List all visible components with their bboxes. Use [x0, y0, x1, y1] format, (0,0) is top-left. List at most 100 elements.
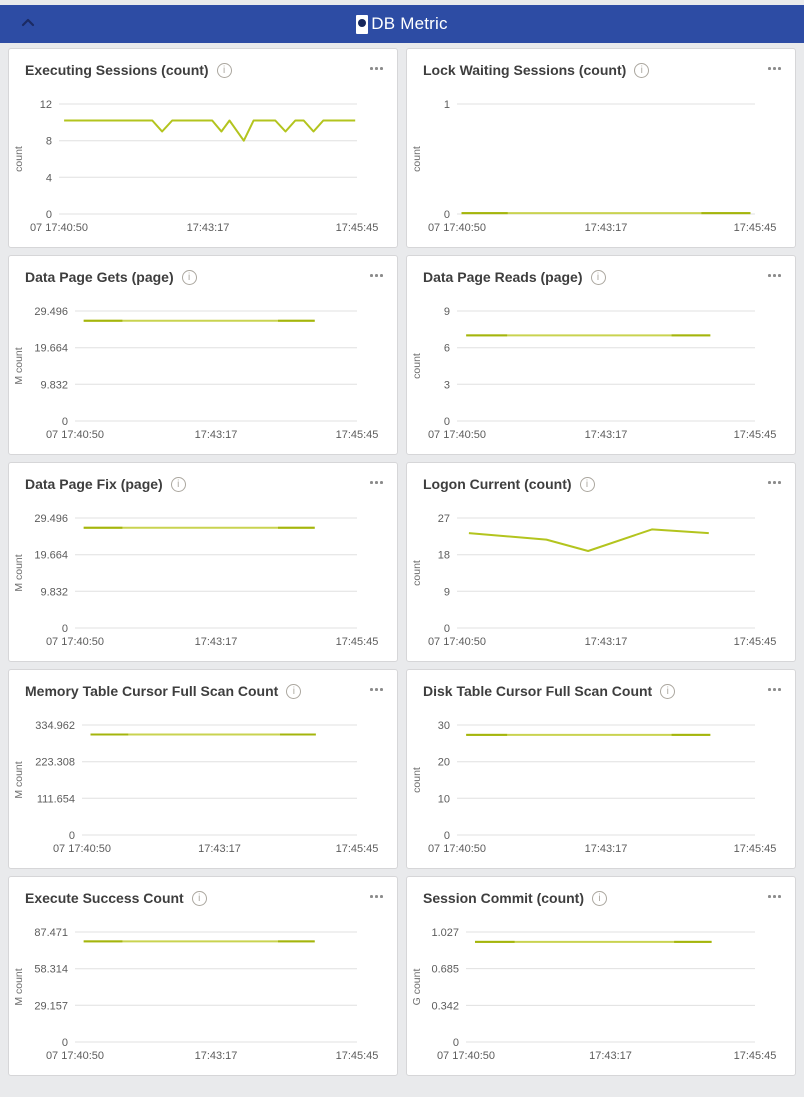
y-tick-label: 12: [40, 99, 52, 111]
y-axis-unit-label: count: [411, 767, 423, 793]
more-menu-icon[interactable]: [370, 271, 383, 280]
chart-panel: Disk Table Cursor Full Scan Count i 0 10 2…: [406, 669, 796, 869]
x-tick-label: 17:43:17: [195, 429, 238, 441]
line-chart: 0 3 6 9 count 07 17:40:50 17:43:17 17:45:45: [411, 306, 776, 441]
y-tick-label: 19.664: [34, 550, 68, 562]
line-chart: 0 9.832 19.664 29.496 M count 07 17:40:50 17:4…: [13, 306, 378, 441]
chart-panel: Data Page Fix (page) i 0 9.832 19.664 29.49…: [8, 462, 398, 662]
chart-panel: Lock Waiting Sessions (count) i 0 1 count 0…: [406, 48, 796, 248]
y-tick-label: 9.832: [40, 586, 68, 598]
y-tick-label: 30: [438, 720, 450, 732]
chart-title: Disk Table Cursor Full Scan Count: [423, 683, 653, 699]
x-tick-label: 07 17:40:50: [428, 636, 486, 648]
collapse-panel-button[interactable]: [20, 16, 36, 28]
x-tick-label: 17:43:17: [585, 429, 628, 441]
x-tick-label: 17:43:17: [589, 1050, 632, 1062]
x-tick-label: 07 17:40:50: [53, 843, 111, 855]
x-tick-label: 07 17:40:50: [428, 843, 486, 855]
more-menu-icon[interactable]: [768, 892, 781, 901]
info-icon[interactable]: i: [286, 683, 302, 699]
info-icon[interactable]: i: [216, 62, 232, 78]
page-title-text: DB Metric: [371, 14, 448, 33]
panel-header: Execute Success Count i: [9, 877, 397, 906]
y-tick-label: 0: [62, 416, 68, 428]
line-chart: 0 1 count 07 17:40:50 17:43:17 17:45:45: [411, 99, 777, 234]
more-menu-icon[interactable]: [370, 685, 383, 694]
chart-panel: Memory Table Cursor Full Scan Count i 0 1…: [8, 669, 398, 869]
info-icon[interactable]: i: [590, 269, 606, 285]
chart-title: Execute Success Count: [25, 890, 184, 906]
x-tick-label: 17:43:17: [195, 1050, 238, 1062]
x-tick-label: 07 17:40:50: [30, 222, 88, 234]
y-tick-label: 6: [444, 343, 450, 355]
y-tick-label: 1: [444, 99, 450, 111]
x-tick-label: 17:45:45: [336, 1050, 379, 1062]
y-tick-label: 9.832: [40, 379, 68, 391]
info-icon[interactable]: i: [634, 62, 650, 78]
more-menu-icon[interactable]: [768, 685, 781, 694]
y-tick-label: 20: [438, 757, 450, 769]
y-tick-label: 0: [444, 416, 450, 428]
dashboard-grid: Executing Sessions (count) i 0 4 8 12 count 0…: [0, 43, 804, 1076]
panel-header: Data Page Fix (page) i: [9, 463, 397, 492]
info-icon[interactable]: i: [191, 890, 207, 906]
chart-title: Data Page Reads (page): [423, 269, 583, 285]
info-icon[interactable]: i: [181, 269, 197, 285]
info-icon[interactable]: i: [592, 890, 608, 906]
more-menu-icon[interactable]: [370, 892, 383, 901]
x-tick-label: 07 17:40:50: [46, 636, 104, 648]
page-title: DB Metric: [356, 14, 448, 34]
y-tick-label: 334.962: [35, 720, 75, 732]
info-icon[interactable]: i: [579, 476, 595, 492]
more-menu-icon[interactable]: [768, 64, 781, 73]
panel-header: Session Commit (count) i: [407, 877, 795, 906]
more-menu-icon[interactable]: [768, 478, 781, 487]
y-axis-unit-label: M count: [13, 761, 25, 798]
info-icon[interactable]: i: [660, 683, 676, 699]
y-tick-label: 4: [46, 172, 52, 184]
chart-title: Data Page Fix (page): [25, 476, 163, 492]
y-axis-unit-label: count: [13, 146, 25, 172]
y-tick-label: 0.685: [431, 964, 459, 976]
x-tick-label: 17:45:45: [734, 222, 777, 234]
y-tick-label: 29.496: [34, 306, 68, 318]
x-tick-label: 17:43:17: [195, 636, 238, 648]
metric-line-series: [468, 528, 709, 552]
y-axis-unit-label: count: [411, 146, 423, 172]
panel-header: Data Page Gets (page) i: [9, 256, 397, 285]
y-tick-label: 0: [444, 209, 450, 221]
y-tick-label: 19.664: [34, 343, 68, 355]
x-tick-label: 17:43:17: [585, 843, 628, 855]
y-tick-label: 0.342: [431, 1000, 459, 1012]
info-icon[interactable]: i: [170, 476, 186, 492]
x-tick-label: 07 17:40:50: [428, 222, 486, 234]
x-tick-label: 17:45:45: [336, 636, 379, 648]
panel-header: Executing Sessions (count) i: [9, 49, 397, 78]
y-axis-unit-label: count: [411, 560, 423, 586]
more-menu-icon[interactable]: [370, 478, 383, 487]
y-tick-label: 18: [438, 550, 450, 562]
y-tick-label: 0: [444, 830, 450, 842]
y-tick-label: 0: [62, 623, 68, 635]
chart-panel: Logon Current (count) i 0 9 18 27 count 07 17…: [406, 462, 796, 662]
line-chart: 0 9.832 19.664 29.496 M count 07 17:40:50 17:4…: [13, 513, 379, 648]
x-tick-label: 17:43:17: [585, 636, 628, 648]
chart-title: Logon Current (count): [423, 476, 572, 492]
x-tick-label: 07 17:40:50: [46, 1050, 104, 1062]
x-tick-label: 17:45:45: [734, 843, 777, 855]
chart-title: Lock Waiting Sessions (count): [423, 62, 627, 78]
more-menu-icon[interactable]: [768, 271, 781, 280]
y-tick-label: 0: [453, 1037, 459, 1049]
y-tick-label: 29.496: [34, 513, 68, 525]
chart-panel: Data Page Reads (page) i 0 3 6 9 count 07 17:…: [406, 255, 796, 455]
y-tick-label: 3: [444, 379, 450, 391]
chart-panel: Data Page Gets (page) i 0 9.832 19.664 29.4…: [8, 255, 398, 455]
panel-header: Data Page Reads (page) i: [407, 256, 795, 285]
line-chart: 0 29.157 58.314 87.471 M count 07 17:40:50 17:…: [13, 927, 379, 1062]
more-menu-icon[interactable]: [370, 64, 383, 73]
x-tick-label: 07 17:40:50: [46, 429, 104, 441]
line-chart: 0 4 8 12 count 07 17:40:50 17:43:17 17:45:45: [13, 99, 378, 234]
line-chart: 0 10 20 30 count 07 17:40:50 17:43:17 17:45:45: [411, 720, 777, 855]
chart-panel: Session Commit (count) i 0 0.342 0.685 1.02…: [406, 876, 796, 1076]
y-tick-label: 8: [46, 136, 52, 148]
